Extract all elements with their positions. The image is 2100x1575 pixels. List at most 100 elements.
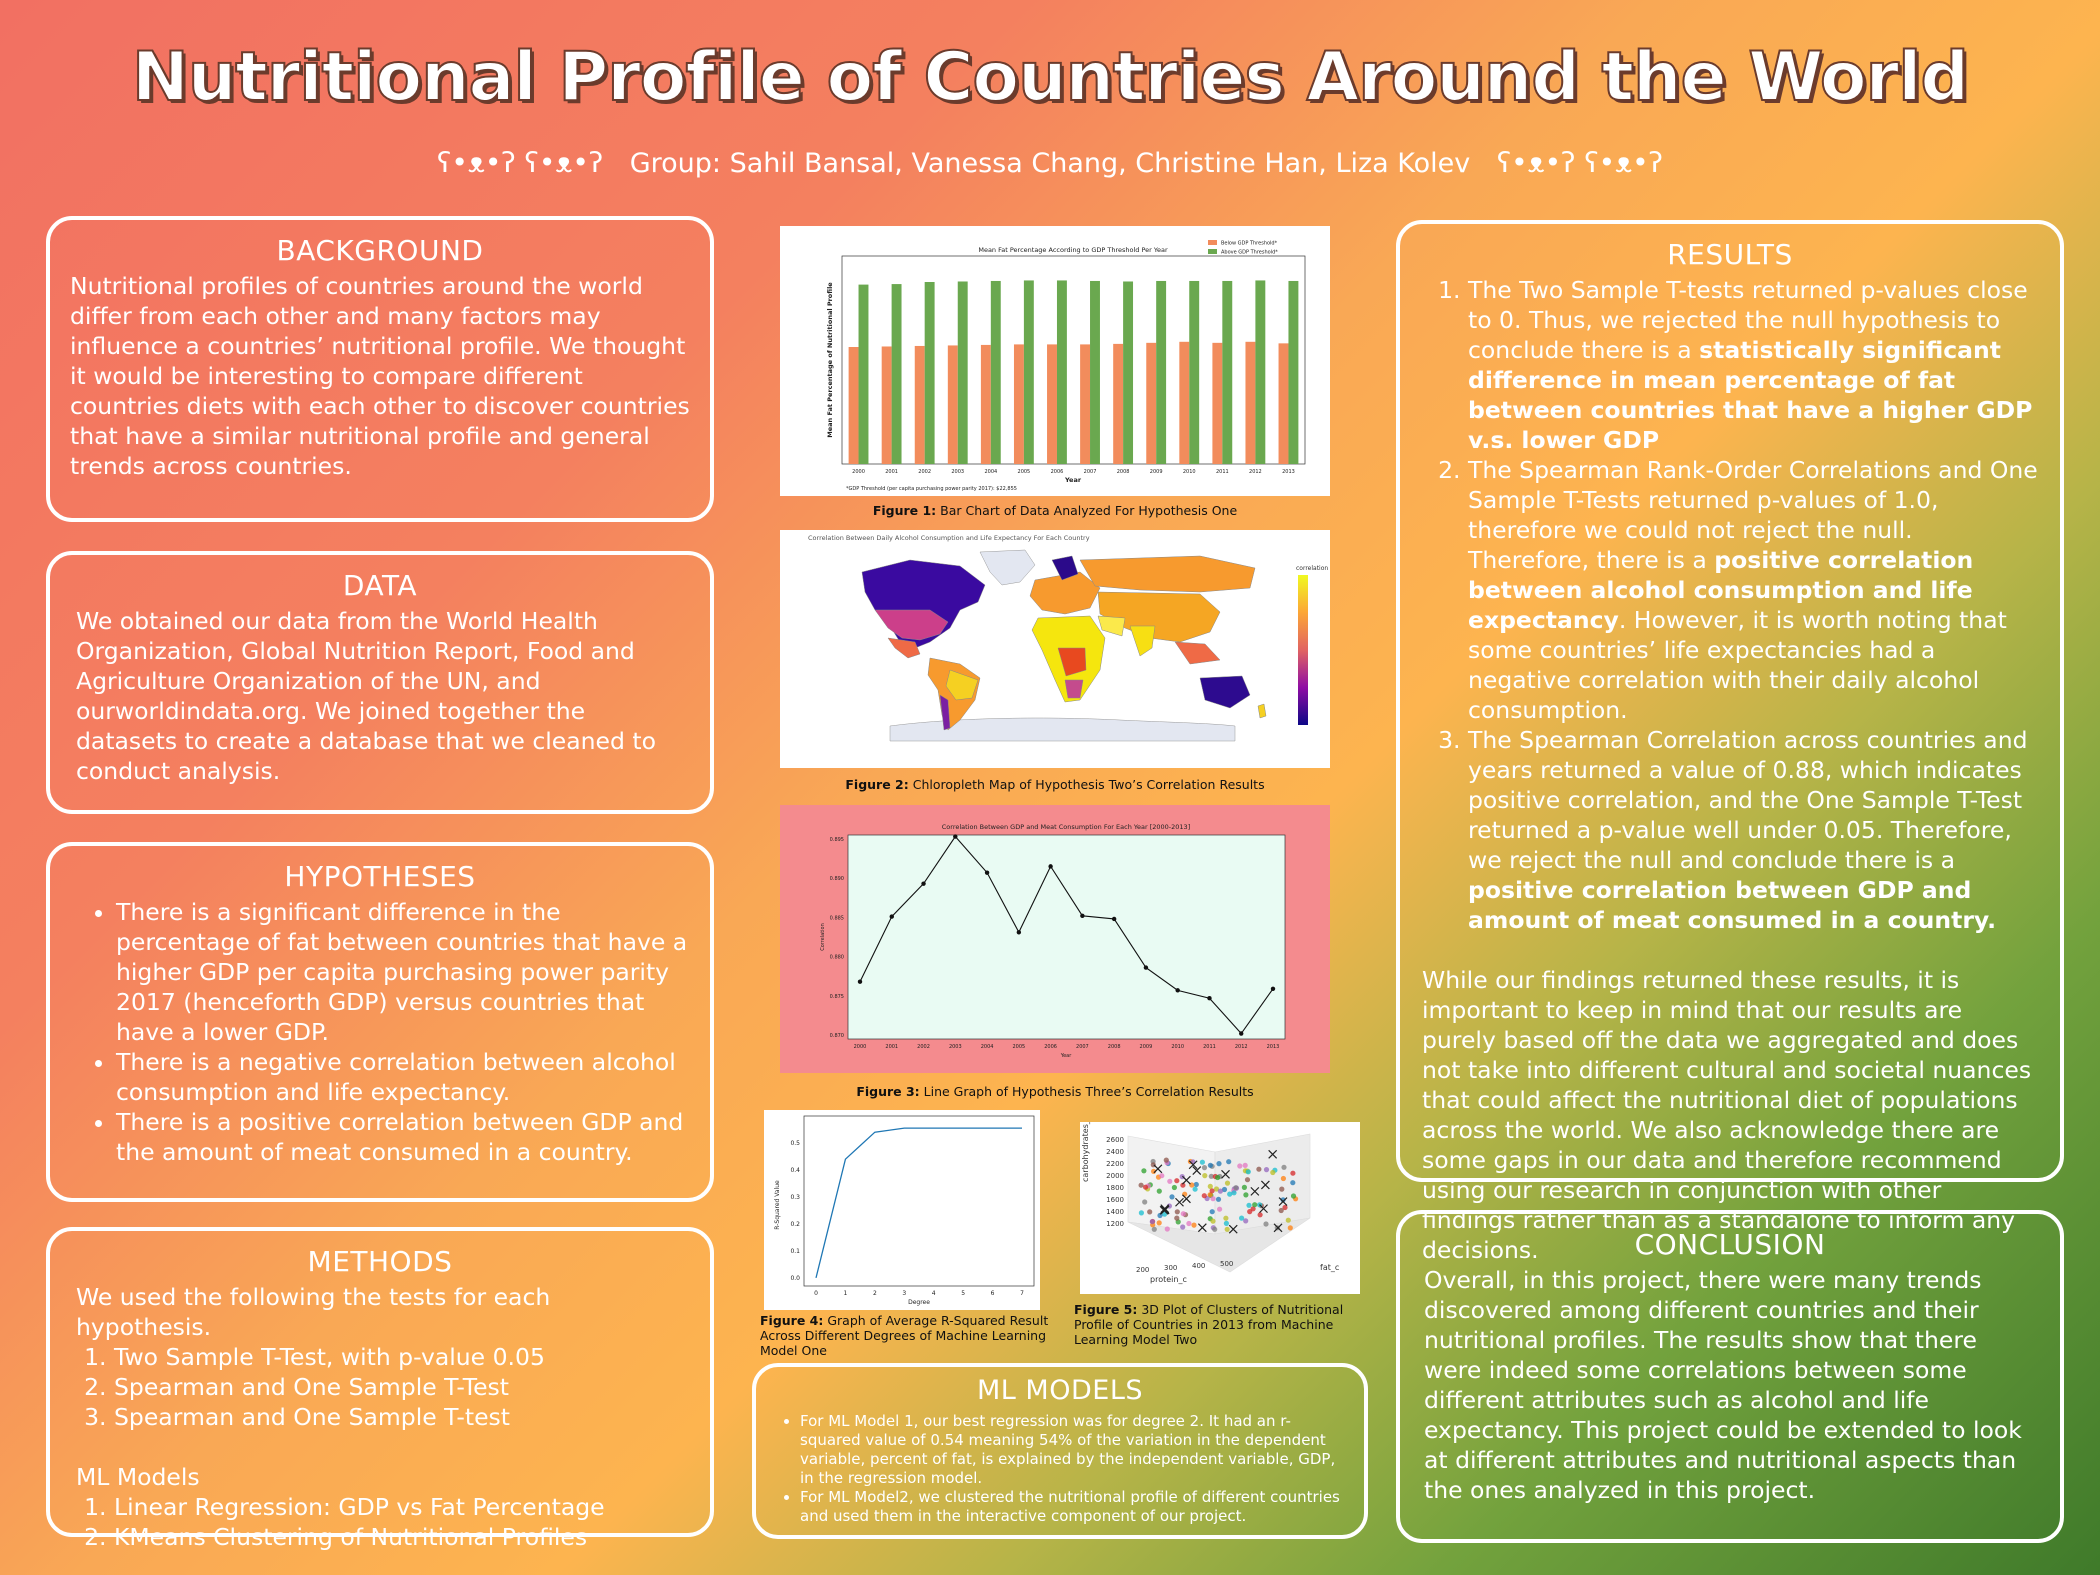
cluster-point bbox=[1192, 1186, 1198, 1192]
x-tick-label: 2000 bbox=[852, 469, 865, 475]
cluster-point bbox=[1169, 1194, 1175, 1200]
centroid-marker bbox=[1260, 1180, 1270, 1190]
y-axis-label: fat_c bbox=[1320, 1263, 1339, 1272]
cluster-point bbox=[1243, 1192, 1249, 1198]
cluster-point bbox=[1138, 1182, 1144, 1188]
bear-emoticons-left: ʕ•ᴥ•ʔ ʕ•ᴥ•ʔ bbox=[437, 146, 604, 179]
data-point bbox=[1048, 864, 1053, 869]
x-tick-label: 3 bbox=[902, 1290, 906, 1297]
centroid-marker bbox=[1160, 1205, 1170, 1215]
cluster-point bbox=[1208, 1173, 1214, 1179]
ml-model-item: KMeans Clustering of Nutritional Profile… bbox=[114, 1522, 690, 1552]
y-tick-label: 0.875 bbox=[830, 994, 844, 1000]
ml-model-bullet: For ML Model 1, our best regression was … bbox=[800, 1412, 1348, 1488]
cluster-point bbox=[1245, 1169, 1251, 1175]
x-tick-label: 2002 bbox=[917, 1044, 930, 1050]
cluster-point bbox=[1217, 1206, 1223, 1212]
cluster-point bbox=[1237, 1163, 1243, 1169]
centroid-marker bbox=[1181, 1175, 1191, 1185]
cluster-point bbox=[1180, 1182, 1186, 1188]
colorbar-label: correlation bbox=[1296, 565, 1328, 572]
figure-3: Correlation Between GDP and Meat Consump… bbox=[780, 805, 1330, 1073]
z-axis-label: carbohydrates_c bbox=[1081, 1122, 1090, 1182]
x-tick-label: 0 bbox=[814, 1290, 818, 1297]
figure-4-caption-text: Graph of Average R-Squared Result Across… bbox=[760, 1313, 1049, 1358]
poster-title: Nutritional Profile of Countries Around … bbox=[131, 37, 1970, 118]
cluster-point bbox=[1226, 1159, 1232, 1165]
background-panel: BACKGROUND Nutritional profiles of count… bbox=[46, 216, 714, 522]
x-tick-label: 2004 bbox=[981, 1044, 994, 1050]
x-tick-label: 2006 bbox=[1051, 469, 1064, 475]
x-tick-label: 2011 bbox=[1203, 1044, 1216, 1050]
conclusion-heading: CONCLUSION bbox=[1634, 1228, 1826, 1261]
bar bbox=[858, 284, 869, 464]
y-tick-label: 0.880 bbox=[830, 955, 844, 961]
cluster-3d-scatter: carbohydrates_c protein_c fat_c 2600 2400… bbox=[1081, 1116, 1339, 1284]
bar bbox=[1212, 342, 1223, 464]
data-point bbox=[953, 834, 958, 839]
z-tick-label: 1400 bbox=[1106, 1208, 1124, 1216]
data-point bbox=[984, 870, 990, 875]
results-heading: RESULTS bbox=[1667, 238, 1793, 271]
y-tick-label: 0.2 bbox=[790, 1221, 800, 1228]
ml-models-subheading: ML Models bbox=[76, 1463, 200, 1491]
cluster-point bbox=[1215, 1196, 1222, 1202]
bar bbox=[1255, 280, 1266, 464]
cluster-point bbox=[1209, 1209, 1215, 1215]
results-panel: RESULTS The Two Sample T-tests returned … bbox=[1396, 220, 2064, 1264]
figure-3-label: Figure 3: bbox=[856, 1084, 920, 1099]
cluster-point bbox=[1278, 1207, 1284, 1214]
method-test-item: Spearman and One Sample T-test bbox=[114, 1402, 690, 1432]
cluster-point bbox=[1217, 1188, 1223, 1194]
x-tick-label: 2010 bbox=[1183, 469, 1196, 475]
bar bbox=[924, 282, 935, 464]
cluster-point bbox=[1263, 1221, 1269, 1227]
y-axis-label: Correlation bbox=[820, 923, 826, 951]
data-point bbox=[1016, 930, 1022, 935]
plot-area bbox=[847, 834, 1286, 1040]
bar bbox=[1113, 343, 1124, 464]
background-text: Nutritional profiles of countries around… bbox=[70, 272, 690, 480]
data-point bbox=[1239, 1031, 1244, 1036]
cluster-point bbox=[1285, 1217, 1291, 1223]
russia-shape bbox=[1079, 555, 1256, 593]
figure-5-caption-text: 3D Plot of Clusters of Nutritional Profi… bbox=[1074, 1302, 1344, 1347]
cluster-point bbox=[1199, 1159, 1205, 1165]
y-axis-label: Mean Fat Percentage of Nutritional Profi… bbox=[826, 282, 834, 438]
x-tick-label: 2005 bbox=[1012, 1044, 1025, 1050]
cluster-point bbox=[1142, 1199, 1148, 1205]
y-tick-label: 0.1 bbox=[790, 1248, 800, 1255]
data-point bbox=[1207, 996, 1212, 1001]
bar bbox=[1278, 343, 1289, 464]
figure-2-caption: Figure 2: Chloropleth Map of Hypothesis … bbox=[780, 777, 1330, 792]
australia-shape bbox=[1199, 675, 1251, 709]
chile-shape bbox=[939, 694, 951, 731]
cluster-point bbox=[1164, 1226, 1170, 1232]
centroid-marker bbox=[1278, 1197, 1288, 1206]
cluster-point bbox=[1233, 1185, 1239, 1191]
figure-5-label: Figure 5: bbox=[1074, 1302, 1138, 1317]
x-tick-label: 2012 bbox=[1249, 469, 1262, 475]
y-tick-label: 0.3 bbox=[790, 1194, 800, 1201]
ml-model-bullet: For ML Model2, we clustered the nutritio… bbox=[800, 1488, 1348, 1526]
cluster-point bbox=[1191, 1222, 1197, 1228]
centroid-marker bbox=[1197, 1223, 1207, 1233]
z-tick-label: 2600 bbox=[1106, 1136, 1124, 1144]
cluster-point bbox=[1246, 1202, 1252, 1208]
ml-models-panel: ML MODELS For ML Model 1, our best regre… bbox=[752, 1363, 1368, 1539]
cluster-point bbox=[1224, 1180, 1231, 1186]
centroid-marker bbox=[1268, 1149, 1278, 1159]
usa-shape bbox=[874, 609, 949, 641]
centroid-marker bbox=[1259, 1204, 1268, 1214]
centroid-marker bbox=[1273, 1223, 1283, 1233]
chart-note: *GDP Threshold (per capita purchasing po… bbox=[846, 486, 1017, 492]
x-tick-label: 2001 bbox=[885, 1044, 898, 1050]
cluster-point bbox=[1159, 1173, 1165, 1179]
cluster-point bbox=[1156, 1220, 1162, 1226]
hypothesis-item: There is a significant difference in the… bbox=[116, 897, 690, 1047]
centroid-marker bbox=[1192, 1166, 1202, 1175]
centroid-marker bbox=[1182, 1194, 1191, 1204]
cluster-point bbox=[1180, 1211, 1186, 1217]
z-tick-label: 2000 bbox=[1106, 1172, 1124, 1180]
background-heading: BACKGROUND bbox=[276, 234, 484, 267]
